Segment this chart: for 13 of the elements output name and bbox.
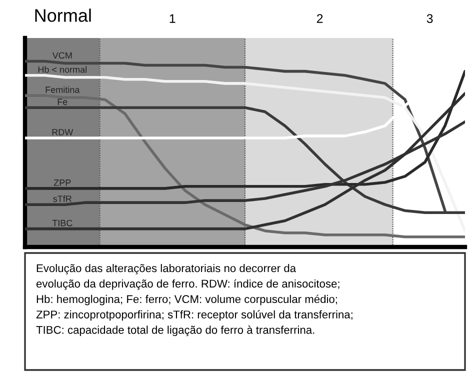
series-label: ZPP (54, 180, 71, 186)
text: Normal (35, 8, 91, 22)
series-label: VCM (52, 52, 72, 59)
series-label: Fe (58, 98, 68, 106)
series-label: RDW (52, 129, 74, 136)
text: 3 (426, 14, 433, 23)
series-label: TIBC (52, 220, 72, 226)
text: 2 (316, 14, 323, 23)
text: 1 (170, 14, 176, 23)
series-label: Hb < normal (38, 66, 87, 73)
series-label: Femitina (46, 86, 80, 93)
series-label: sTfR (53, 195, 72, 202)
text: Evolução das alterações laboratoriais no decorrer da evolução da deprivação de ferro. RDW: índice de anisocitose; Hb: hemoglogina; Fe: ferro; VCM: volume corpuscular médio; ZPP: zincoprotpoporfirina; sTfR: receptor solúvel da transferrina; TIBC: capacidade total de ligação do ferro à transferrina. (36, 264, 352, 336)
